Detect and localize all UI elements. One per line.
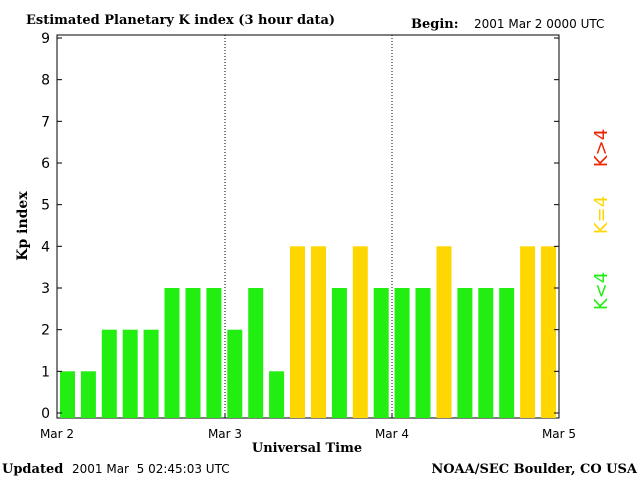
kp-bar — [331, 288, 347, 418]
kp-bar — [248, 288, 264, 418]
kp-bar — [164, 288, 180, 418]
y-tick-label: 7 — [41, 114, 50, 130]
kp-bar — [394, 288, 410, 418]
kp-bar — [541, 246, 556, 418]
x-tick-label: Mar 4 — [375, 427, 409, 441]
x-tick-label: Mar 5 — [542, 427, 576, 441]
legend: K<4 K=4 K>4 — [591, 129, 612, 310]
updated-value: 2001 Mar 5 02:45:03 UTC — [72, 462, 230, 476]
kp-bar — [373, 288, 389, 418]
plot-area: 0 1 2 3 4 5 6 7 8 9 Mar 2 Mar 3 Mar 4 Mar 5 — [40, 31, 576, 441]
kp-bar — [185, 288, 201, 418]
y-ticks: 0 1 2 3 4 5 6 7 8 9 — [41, 31, 559, 422]
y-tick-label: 9 — [41, 31, 50, 47]
legend-k-less-4: K<4 — [591, 272, 612, 310]
y-tick-label: 5 — [41, 198, 50, 214]
kp-bar — [101, 329, 117, 418]
y-tick-label: 1 — [41, 364, 50, 380]
legend-k-greater-4: K>4 — [591, 129, 612, 167]
y-axis-label: Kp index — [15, 191, 31, 261]
day-separators — [224, 35, 393, 418]
y-tick-label: 3 — [41, 281, 50, 297]
kp-bar — [206, 288, 222, 418]
y-tick-label: 8 — [41, 73, 50, 89]
kp-bar — [499, 288, 515, 418]
x-axis-label: Universal Time — [252, 441, 362, 456]
kp-bar — [227, 329, 243, 418]
kp-bar — [311, 246, 326, 418]
kp-bar — [80, 371, 96, 418]
kp-bar — [520, 246, 536, 418]
bars-group — [60, 246, 556, 418]
y-tick-label: 0 — [41, 406, 50, 422]
x-ticks: Mar 2 Mar 3 Mar 4 Mar 5 — [40, 413, 576, 441]
begin-value: 2001 Mar 2 0000 UTC — [474, 17, 604, 31]
kp-bar — [436, 246, 452, 418]
y-tick-label: 6 — [41, 156, 50, 172]
kp-bar — [478, 288, 494, 418]
kp-bar — [290, 246, 305, 418]
kp-bar — [352, 246, 368, 418]
kp-bar — [143, 329, 159, 418]
x-tick-label: Mar 2 — [40, 427, 74, 441]
kp-bar — [60, 371, 75, 418]
y-tick-label: 2 — [41, 323, 50, 339]
source-credit: NOAA/SEC Boulder, CO USA — [431, 462, 638, 477]
kp-bar — [415, 288, 431, 418]
plot-frame — [56, 34, 560, 419]
kp-bar — [457, 288, 473, 418]
kp-bar — [269, 371, 285, 418]
x-tick-label: Mar 3 — [208, 427, 242, 441]
begin-label: Begin: — [411, 17, 459, 32]
kp-bar — [122, 329, 138, 418]
chart-title: Estimated Planetary K index (3 hour data… — [26, 13, 335, 28]
legend-k-equal-4: K=4 — [591, 196, 612, 234]
updated-label: Updated — [2, 462, 63, 477]
y-tick-label: 4 — [41, 239, 50, 255]
